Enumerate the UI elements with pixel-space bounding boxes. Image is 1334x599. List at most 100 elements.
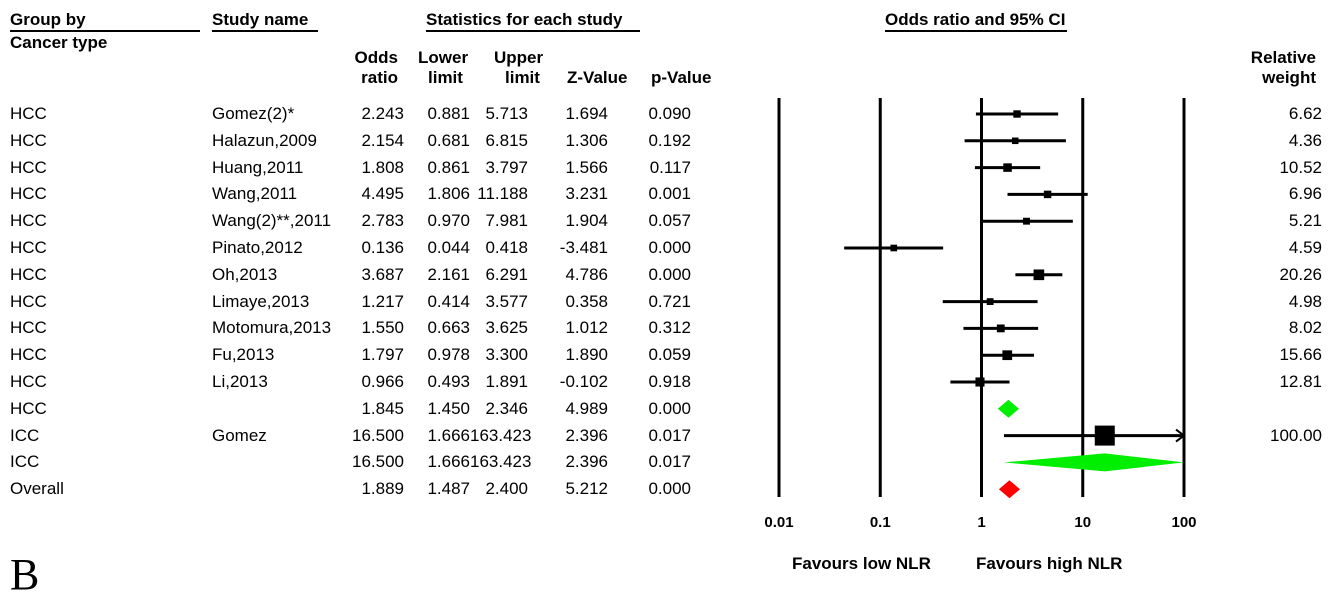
cell-weight: 4.98 (1288, 291, 1322, 311)
cell-group: HCC (10, 264, 47, 284)
cell-study: Gomez (212, 425, 267, 445)
x-tick-label: 10 (1074, 514, 1091, 531)
cell-lower: 0.861 (427, 157, 470, 177)
header-study-name: Study name (212, 10, 309, 29)
cell-lower: 1.806 (427, 184, 470, 204)
cell-z: 1.306 (565, 130, 608, 150)
forest-plot: 0.01 0.1 1 10 100 (764, 98, 1197, 531)
cell-study: Fu,2013 (212, 345, 275, 365)
cell-or: 1.550 (361, 318, 404, 338)
cell-or: 0.966 (361, 372, 404, 391)
cell-weight: 100.00 (1270, 425, 1322, 445)
cell-study: Motomura,2013 (212, 318, 332, 338)
cell-group: HCC (10, 318, 47, 338)
cell-upper: 0.418 (485, 238, 528, 257)
cell-weight: 10.52 (1279, 157, 1322, 177)
cell-z: 1.904 (565, 211, 608, 231)
cell-study: Gomez(2)* (212, 104, 295, 123)
header-plot-title: Odds ratio and 95% CI (885, 10, 1066, 29)
cell-upper: 2.346 (485, 398, 528, 418)
header-statistics-rule (426, 30, 640, 32)
cell-group: HCC (10, 291, 47, 311)
cell-z: 3.231 (565, 184, 608, 204)
cell-upper: 3.797 (485, 157, 528, 177)
header-lower-1: Lower (418, 48, 469, 67)
cell-group: Overall (10, 479, 64, 499)
cell-weight: 6.62 (1288, 104, 1322, 123)
effect-square (890, 244, 898, 252)
cell-weight: 20.26 (1279, 264, 1322, 284)
cell-upper: 163.423 (470, 452, 532, 472)
effect-square (1023, 217, 1030, 225)
cell-group: HCC (10, 184, 47, 204)
cell-or: 16.500 (352, 452, 404, 472)
cell-study: Wang,2011 (212, 184, 298, 204)
header-odds-1: Odds (354, 48, 398, 67)
cell-group: HCC (10, 211, 47, 231)
cell-or: 1.217 (361, 291, 404, 311)
cell-or: 0.136 (361, 238, 404, 257)
header-relative-2: weight (1262, 68, 1316, 87)
header-plot-rule (885, 30, 1067, 32)
cell-lower: 0.414 (427, 291, 470, 311)
header-cancer-type: Cancer type (10, 33, 108, 52)
cell-study: Halazun,2009 (212, 130, 317, 150)
cell-lower: 0.493 (427, 372, 470, 391)
cell-study: Pinato,2012 (212, 238, 303, 257)
effect-square (1033, 269, 1045, 281)
favours-low-label: Favours low NLR (792, 554, 931, 573)
cell-z: 2.396 (565, 452, 608, 472)
cell-upper: 1.891 (485, 372, 528, 391)
cell-p: 0.000 (648, 238, 691, 257)
cell-or: 1.808 (361, 157, 404, 177)
cell-upper: 6.815 (485, 130, 528, 150)
effect-square (1003, 163, 1012, 172)
favours-high-label: Favours high NLR (976, 554, 1123, 573)
x-tick-label: 100 (1171, 514, 1196, 531)
cell-or: 3.687 (361, 264, 404, 284)
cell-lower: 1.450 (427, 398, 470, 418)
cell-lower: 0.044 (427, 238, 470, 257)
cell-group: HCC (10, 130, 47, 150)
cell-or: 4.495 (361, 184, 404, 204)
cell-weight: 5.21 (1288, 211, 1322, 231)
header-group-rule (10, 30, 200, 32)
cell-p: 0.090 (648, 104, 691, 123)
cell-z: 0.358 (565, 291, 608, 311)
cell-group: ICC (10, 452, 40, 472)
cell-p: 0.918 (648, 372, 691, 391)
header-relative-1: Relative (1250, 48, 1316, 67)
cell-upper: 163.423 (470, 425, 532, 445)
cell-lower: 1.666 (427, 452, 470, 472)
subtotal-diamond (997, 399, 1019, 418)
cell-upper: 3.577 (485, 291, 528, 311)
effect-square (1043, 190, 1052, 199)
cell-z: 4.786 (565, 264, 608, 284)
header-pvalue: p-Value (651, 68, 712, 87)
cell-p: 0.000 (648, 264, 691, 284)
cell-group: ICC (10, 425, 40, 445)
cell-upper: 7.981 (485, 211, 528, 231)
cell-or: 1.845 (361, 398, 404, 418)
cell-z: 4.989 (565, 398, 608, 418)
cell-study: Oh,2013 (212, 264, 278, 284)
cell-lower: 0.978 (427, 345, 470, 365)
cell-p: 0.721 (648, 291, 691, 311)
effect-square (975, 377, 985, 387)
header-upper-1: Upper (494, 48, 544, 67)
cell-group: HCC (10, 372, 47, 391)
header-upper-2: limit (505, 68, 540, 87)
cell-weight: 8.02 (1288, 318, 1322, 338)
header-statistics: Statistics for each study (426, 10, 623, 29)
cell-lower: 1.666 (427, 425, 470, 445)
cell-group: HCC (10, 104, 47, 123)
cell-p: 0.017 (648, 425, 691, 445)
cell-lower: 0.681 (427, 130, 470, 150)
cell-group: HCC (10, 157, 47, 177)
cell-z: 1.566 (565, 157, 608, 177)
cell-group: HCC (10, 238, 47, 257)
cell-or: 1.889 (361, 479, 404, 499)
cell-upper: 3.625 (485, 318, 528, 338)
cell-p: 0.059 (648, 345, 691, 365)
cell-group: HCC (10, 398, 47, 418)
